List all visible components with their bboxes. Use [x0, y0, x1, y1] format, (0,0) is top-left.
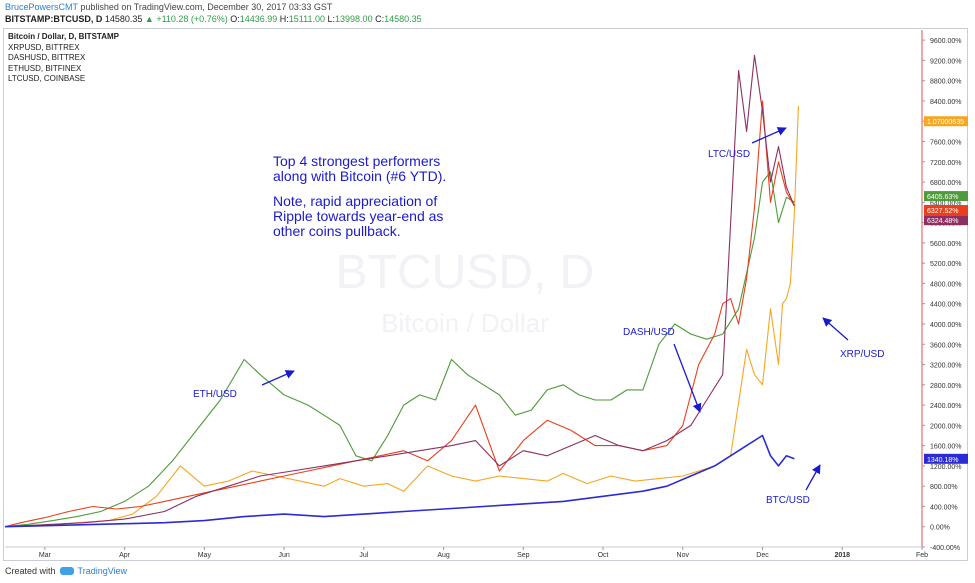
author-link[interactable]: BrucePowersCMT — [5, 2, 78, 12]
xrp-label: XRP/USD — [840, 349, 884, 360]
y-tick-label: 5600.00% — [930, 241, 962, 248]
y-tick-label: 2400.00% — [930, 403, 962, 410]
x-tick-label: May — [198, 552, 212, 559]
legend-item-eth[interactable]: ETHUSD, BITFINEX — [8, 63, 82, 73]
x-tick-label: 2018 — [834, 552, 850, 559]
x-tick-label: Apr — [119, 552, 131, 559]
y-tick-label: 4800.00% — [930, 281, 962, 288]
xrp-arrow — [822, 317, 849, 341]
note-line-1: along with Bitcoin (#6 YTD). — [273, 168, 446, 184]
y-tick-label: 3200.00% — [930, 363, 962, 370]
low-label: L: — [327, 14, 336, 24]
series-legend: Bitcoin / Dollar, D, BITSTAMP XRPUSD, BI… — [8, 32, 119, 85]
legend-item-btc[interactable]: Bitcoin / Dollar, D, BITSTAMP — [8, 32, 119, 41]
y-tick-label: 800.00% — [930, 484, 958, 491]
y-tick-label: 1600.00% — [930, 444, 962, 451]
y-tick-label: 6800.00% — [930, 180, 962, 187]
y-tick-label: 1200.00% — [930, 464, 962, 471]
y-tick-label: 2800.00% — [930, 383, 962, 390]
x-tick-label: Mar — [39, 552, 52, 559]
y-tick-label: 0.00% — [930, 525, 950, 532]
note-line-5: other coins pullback. — [273, 223, 401, 239]
tradingview-logo-icon — [59, 567, 74, 575]
series-line-xrp — [4, 105, 799, 528]
ohlc-line: BITSTAMP:BTCUSD, D 14580.35 ▲ +110.28 (+… — [5, 14, 422, 24]
high-label: H: — [279, 14, 289, 24]
price-tag-label-xrp: 1.07000635 — [927, 119, 964, 126]
x-tick-label: Sep — [517, 552, 530, 559]
legend-item-ltc[interactable]: LTCUSD, COINBASE — [8, 74, 86, 83]
legend-item-dash[interactable]: DASHUSD, BITTREX — [8, 53, 86, 62]
x-tick-label: Aug — [437, 552, 450, 559]
price-tag-label-eth: 6405.63% — [927, 194, 959, 201]
y-tick-label: -400.00% — [930, 545, 960, 552]
legend-item-xrp[interactable]: XRPUSD, BITTREX — [8, 42, 80, 52]
created-with-label: Created with — [5, 566, 56, 576]
y-tick-label: 9200.00% — [930, 58, 962, 65]
close-value: 14580.35 — [384, 14, 422, 24]
last-price: 14580.35 — [104, 14, 143, 24]
y-tick-label: 400.00% — [930, 504, 958, 511]
y-tick-label: 4000.00% — [930, 322, 962, 329]
series-line-ltc — [4, 54, 795, 528]
series-line-eth — [4, 171, 795, 528]
eth-label: ETH/USD — [193, 389, 237, 400]
x-tick-label: Jun — [278, 552, 289, 559]
publisher-line: BrucePowersCMT published on TradingView.… — [5, 2, 332, 12]
price-tag-label-ltc: 6324.48% — [927, 218, 959, 225]
price-tag-eth — [924, 191, 968, 202]
price-tag-label-dash: 6327.52% — [927, 208, 959, 215]
price-tag-label-btc: 1340.18% — [927, 457, 959, 464]
eth-arrow — [261, 370, 295, 386]
watermark-name: Bitcoin / Dollar — [381, 308, 549, 338]
note-line-0: Top 4 strongest performers — [273, 153, 440, 169]
x-tick-label: Jul — [359, 552, 368, 559]
series-line-btc — [4, 434, 795, 528]
close-label: C: — [375, 14, 385, 24]
btc-arrow — [805, 464, 821, 491]
price-tag-xrp — [924, 116, 968, 127]
x-tick-label: Dec — [756, 552, 769, 559]
y-tick-label: 2000.00% — [930, 423, 962, 430]
symbol-label: BITSTAMP:BTCUSD, D — [5, 14, 103, 24]
low-value: 13998.00 — [335, 14, 373, 24]
y-tick-label: 3600.00% — [930, 342, 962, 349]
watermark-symbol: BTCUSD, D — [336, 246, 595, 299]
y-tick-label: 5200.00% — [930, 261, 962, 268]
y-tick-label: 4400.00% — [930, 302, 962, 309]
y-tick-label: 8400.00% — [930, 99, 962, 106]
series-line-dash — [4, 100, 795, 528]
tradingview-link[interactable]: TradingView — [77, 566, 128, 576]
price-tag-dash — [924, 205, 968, 216]
y-tick-label: 7200.00% — [930, 160, 962, 167]
price-tag-ltc — [924, 215, 968, 226]
ltc-arrow — [751, 127, 787, 144]
footer: Created with TradingView — [5, 566, 127, 576]
price-change: ▲ +110.28 (+0.76%) — [144, 14, 228, 24]
high-value: 15111.00 — [288, 14, 325, 24]
y-tick-label: 7600.00% — [930, 140, 962, 147]
y-tick-label: 9600.00% — [930, 38, 962, 45]
note-line-3: Note, rapid appreciation of — [273, 193, 437, 209]
btc-label: BTC/USD — [766, 495, 810, 506]
chart-frame — [3, 28, 968, 561]
x-tick-label: Nov — [677, 552, 690, 559]
y-tick-label: 8800.00% — [930, 79, 962, 86]
open-value: 14436.99 — [239, 14, 278, 24]
y-tick-label: 6400.00% — [930, 200, 962, 207]
ltc-label: LTC/USD — [708, 149, 750, 160]
x-tick-label: Feb — [916, 552, 928, 559]
note-line-4: Ripple towards year-end as — [273, 208, 443, 224]
x-tick-label: Oct — [598, 552, 609, 559]
publish-info: published on TradingView.com, December 3… — [80, 2, 333, 12]
dash-label: DASH/USD — [623, 327, 675, 338]
dash-arrow — [673, 343, 702, 413]
open-label: O: — [230, 14, 240, 24]
price-tag-btc — [924, 453, 968, 464]
